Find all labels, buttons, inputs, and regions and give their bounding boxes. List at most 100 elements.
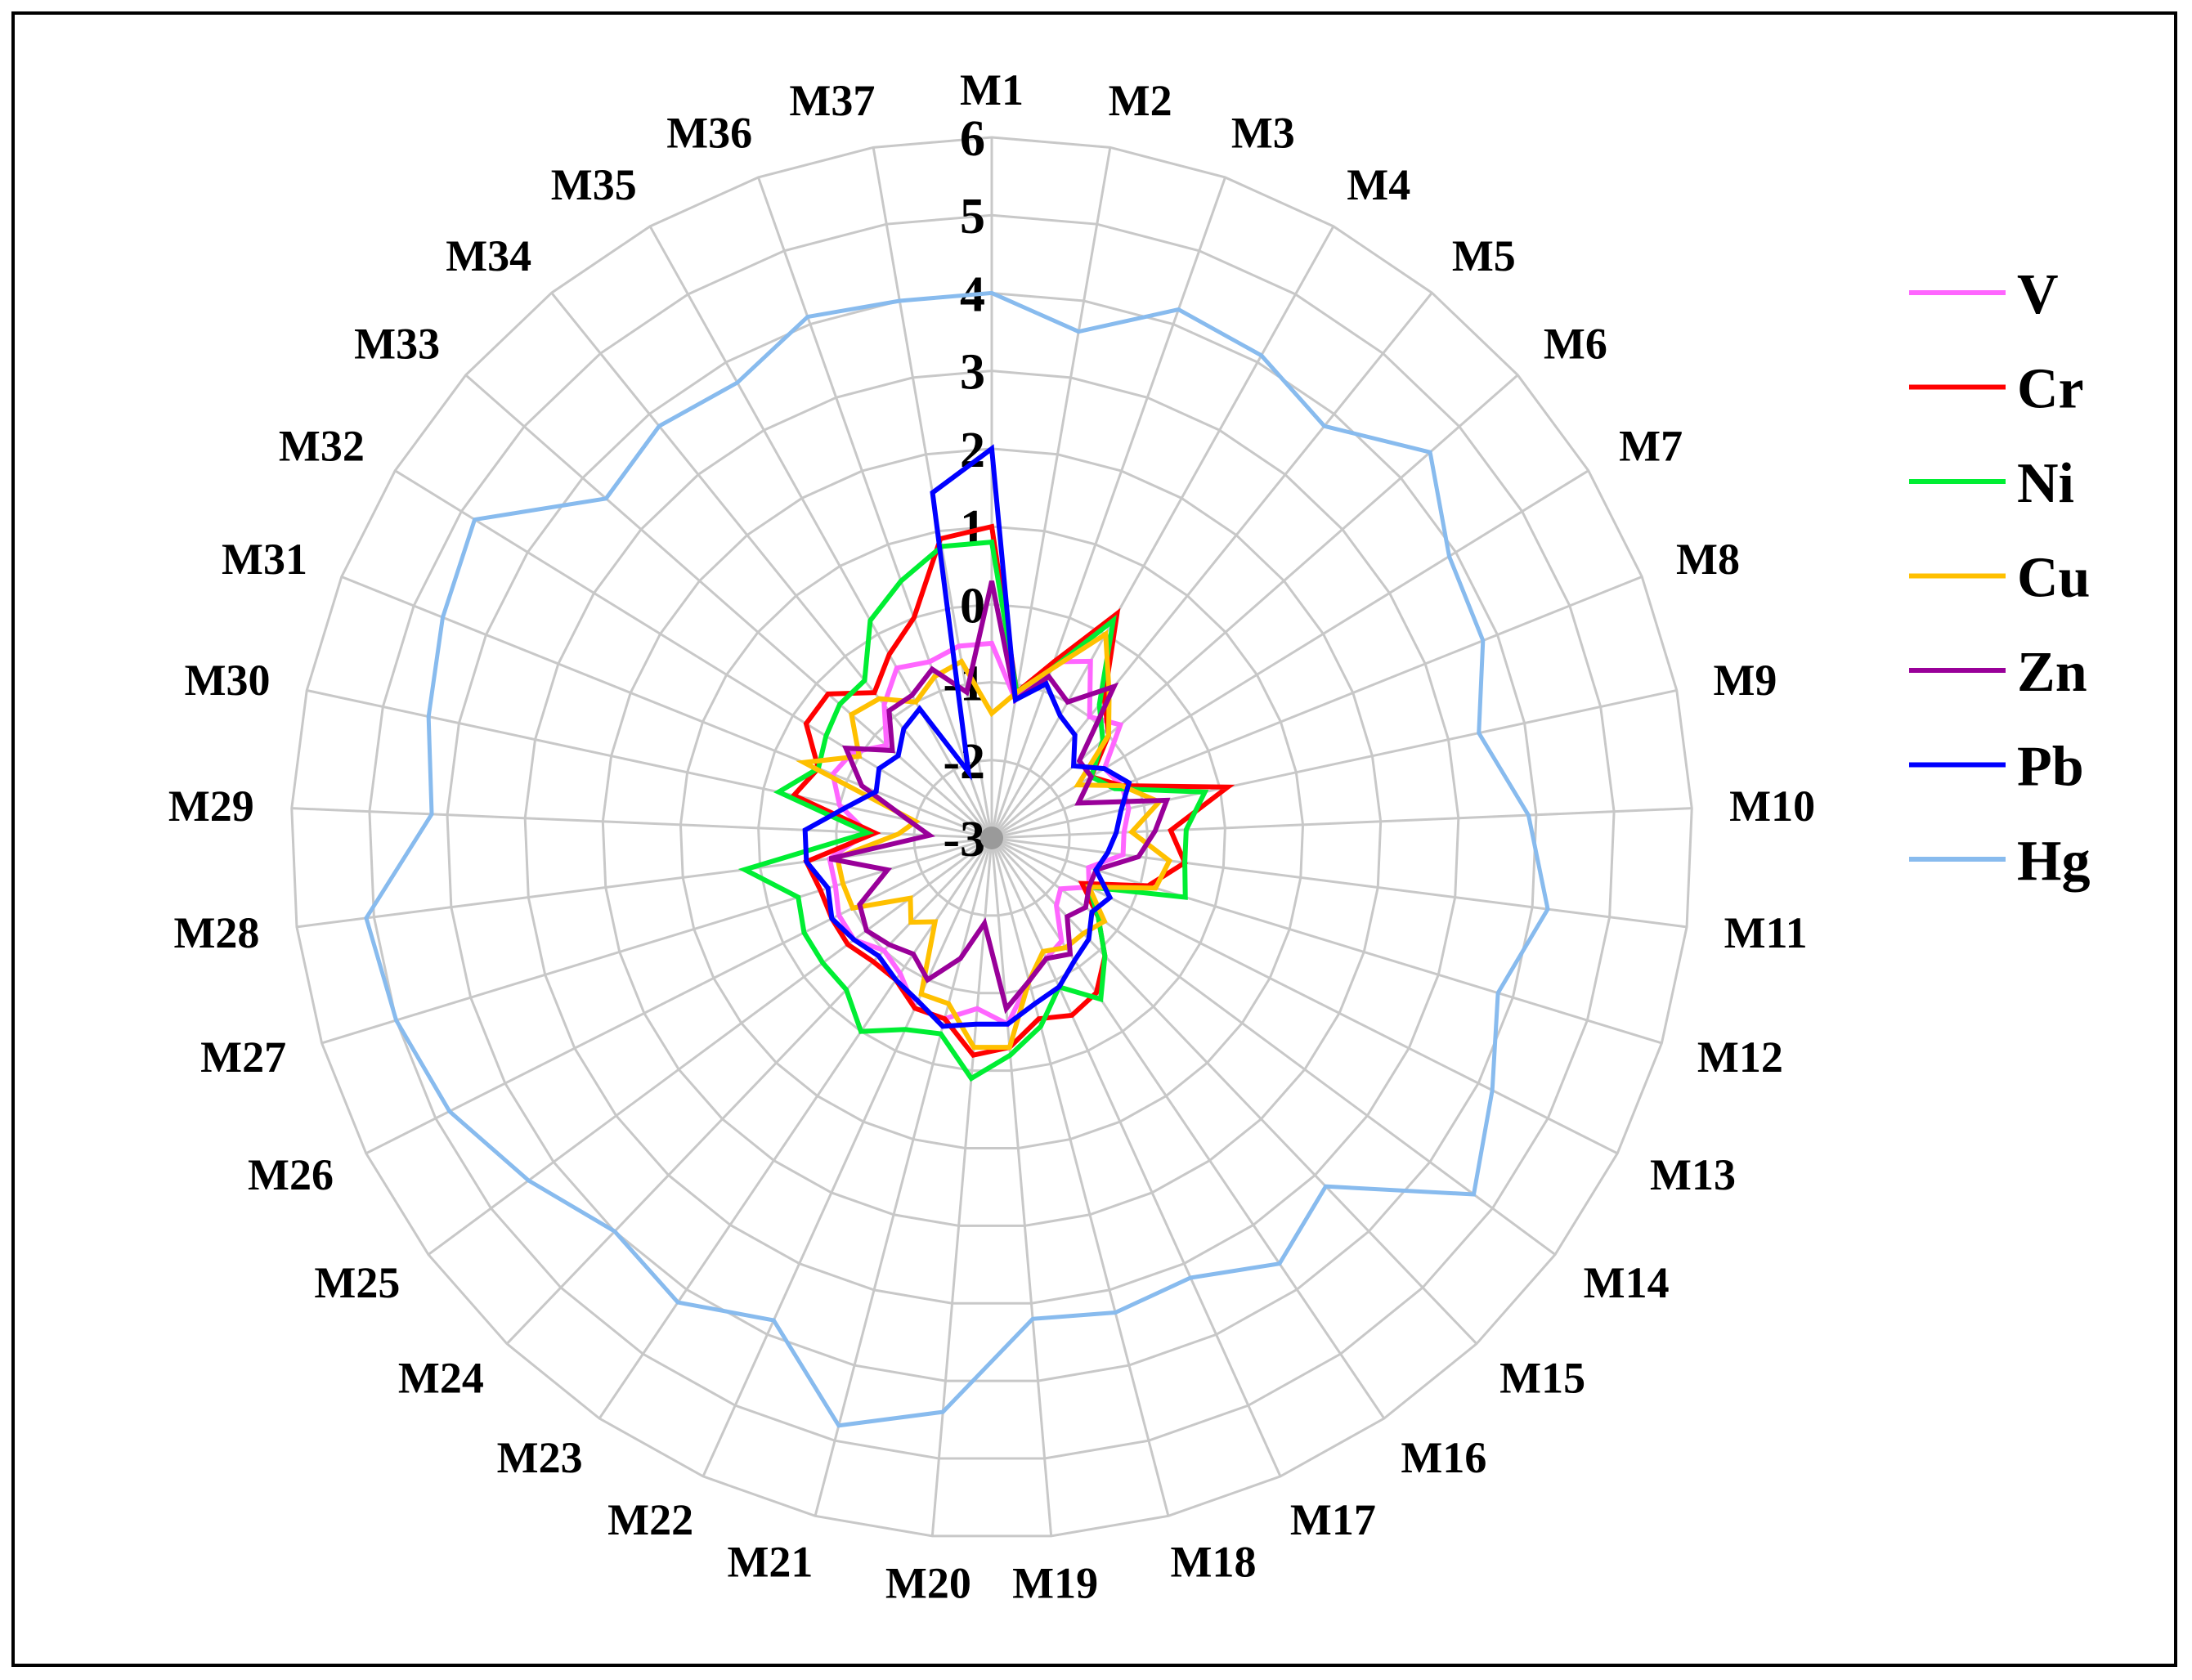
legend-label-cu: Cu bbox=[2017, 547, 2090, 610]
category-label: M33 bbox=[354, 319, 440, 368]
chart-frame bbox=[11, 11, 2177, 1667]
category-label: M4 bbox=[1347, 160, 1410, 209]
tick-label: 3 bbox=[960, 345, 985, 401]
legend-label-pb: Pb bbox=[2017, 736, 2084, 799]
grid-ring bbox=[601, 447, 1383, 1227]
grid-spoke bbox=[990, 837, 1170, 1516]
grid-spoke bbox=[702, 837, 993, 1477]
legend-label-v: V bbox=[2017, 263, 2059, 326]
category-label: M20 bbox=[885, 1559, 971, 1608]
category-label: M13 bbox=[1650, 1150, 1736, 1199]
category-label: M15 bbox=[1499, 1354, 1585, 1403]
category-label: M25 bbox=[314, 1258, 400, 1307]
category-label: M35 bbox=[551, 160, 637, 209]
grid-spoke bbox=[991, 807, 1692, 840]
grid-spoke bbox=[991, 576, 1643, 840]
grid-spoke bbox=[991, 374, 1519, 840]
grid-spoke bbox=[990, 836, 1478, 1345]
category-label: M17 bbox=[1290, 1495, 1376, 1544]
category-labels: M1 M2 M3 M4 M5 M6 M7 M8 M9 M10 M11 M12 M13 M14 M15 M16 M… bbox=[168, 65, 1815, 1608]
grid-spoke bbox=[991, 688, 1678, 840]
category-label: M12 bbox=[1697, 1033, 1783, 1082]
grid-spoke bbox=[648, 226, 993, 839]
grid-spoke bbox=[814, 837, 993, 1516]
category-label: M29 bbox=[168, 782, 254, 831]
category-label: M8 bbox=[1676, 535, 1740, 584]
grid-spoke bbox=[306, 688, 993, 840]
grid-spoke bbox=[991, 836, 1618, 1155]
category-label: M24 bbox=[398, 1354, 484, 1403]
center-point bbox=[980, 827, 1003, 849]
series-lines bbox=[364, 290, 1550, 1428]
category-label: M9 bbox=[1713, 656, 1777, 705]
grid-spoke bbox=[341, 576, 993, 840]
category-label: M18 bbox=[1171, 1537, 1257, 1586]
grid-spoke bbox=[428, 836, 993, 1256]
grid-spoke bbox=[990, 292, 1433, 839]
category-label: M36 bbox=[666, 108, 752, 157]
grid-ring bbox=[835, 681, 1149, 995]
category-label: M16 bbox=[1401, 1433, 1486, 1482]
category-label: M19 bbox=[1012, 1559, 1098, 1608]
grid-spoke bbox=[550, 292, 993, 839]
category-label: M30 bbox=[185, 656, 271, 705]
category-label: M32 bbox=[279, 421, 365, 470]
series-hg bbox=[364, 290, 1550, 1428]
series-zn bbox=[828, 580, 1171, 1015]
grid-ring bbox=[368, 213, 1616, 1460]
grid-spoke bbox=[991, 836, 1662, 1045]
legend: V Cr Ni Cu Zn Pb Hg bbox=[1909, 263, 2090, 893]
grid-ring bbox=[446, 291, 1538, 1382]
category-label: M1 bbox=[960, 65, 1024, 114]
grid-spoke bbox=[990, 837, 1053, 1537]
radar-grid bbox=[290, 136, 1693, 1538]
category-label: M10 bbox=[1729, 782, 1815, 831]
grid-ring bbox=[290, 136, 1693, 1538]
legend-label-zn: Zn bbox=[2017, 641, 2087, 704]
category-label: M26 bbox=[248, 1150, 334, 1199]
category-label: M11 bbox=[1724, 908, 1808, 957]
grid-spoke bbox=[990, 837, 1282, 1477]
category-label: M28 bbox=[173, 908, 259, 957]
category-label: M7 bbox=[1619, 421, 1683, 470]
grid-spoke bbox=[598, 837, 993, 1419]
grid-spoke bbox=[990, 147, 1112, 839]
category-label: M2 bbox=[1109, 76, 1172, 125]
grid-spoke bbox=[990, 226, 1335, 839]
tick-label: 5 bbox=[960, 189, 985, 244]
grid-spoke bbox=[757, 177, 993, 839]
grid-spoke bbox=[990, 177, 1226, 839]
category-label: M23 bbox=[497, 1433, 583, 1482]
category-label: M27 bbox=[200, 1033, 286, 1082]
grid-spoke bbox=[930, 837, 993, 1537]
grid-spoke bbox=[296, 836, 993, 929]
legend-label-cr: Cr bbox=[2017, 358, 2084, 421]
legend-label-ni: Ni bbox=[2017, 452, 2074, 515]
category-label: M37 bbox=[789, 76, 875, 125]
tick-label: 6 bbox=[960, 111, 985, 167]
grid-spoke bbox=[505, 836, 993, 1345]
grid-ring bbox=[912, 759, 1071, 917]
grid-spoke bbox=[291, 807, 993, 840]
series-pb bbox=[802, 444, 1132, 1029]
grid-spoke bbox=[464, 374, 993, 840]
grid-spoke bbox=[990, 837, 1386, 1419]
tick-label: -3 bbox=[943, 812, 985, 867]
category-label: M6 bbox=[1544, 319, 1607, 368]
grid-spoke bbox=[394, 469, 993, 840]
legend-label-hg: Hg bbox=[2017, 830, 2090, 893]
category-label: M22 bbox=[607, 1495, 693, 1544]
grid-spoke bbox=[365, 836, 993, 1155]
series-ni bbox=[737, 539, 1209, 1082]
grid-ring bbox=[757, 603, 1226, 1073]
grid-spoke bbox=[321, 836, 993, 1045]
category-label: M5 bbox=[1452, 231, 1516, 280]
grid-ring bbox=[523, 370, 1460, 1305]
category-label: M21 bbox=[727, 1537, 813, 1586]
category-label: M34 bbox=[446, 231, 531, 280]
category-label: M3 bbox=[1231, 108, 1295, 157]
grid-ring bbox=[679, 525, 1305, 1150]
category-label: M14 bbox=[1584, 1258, 1670, 1307]
